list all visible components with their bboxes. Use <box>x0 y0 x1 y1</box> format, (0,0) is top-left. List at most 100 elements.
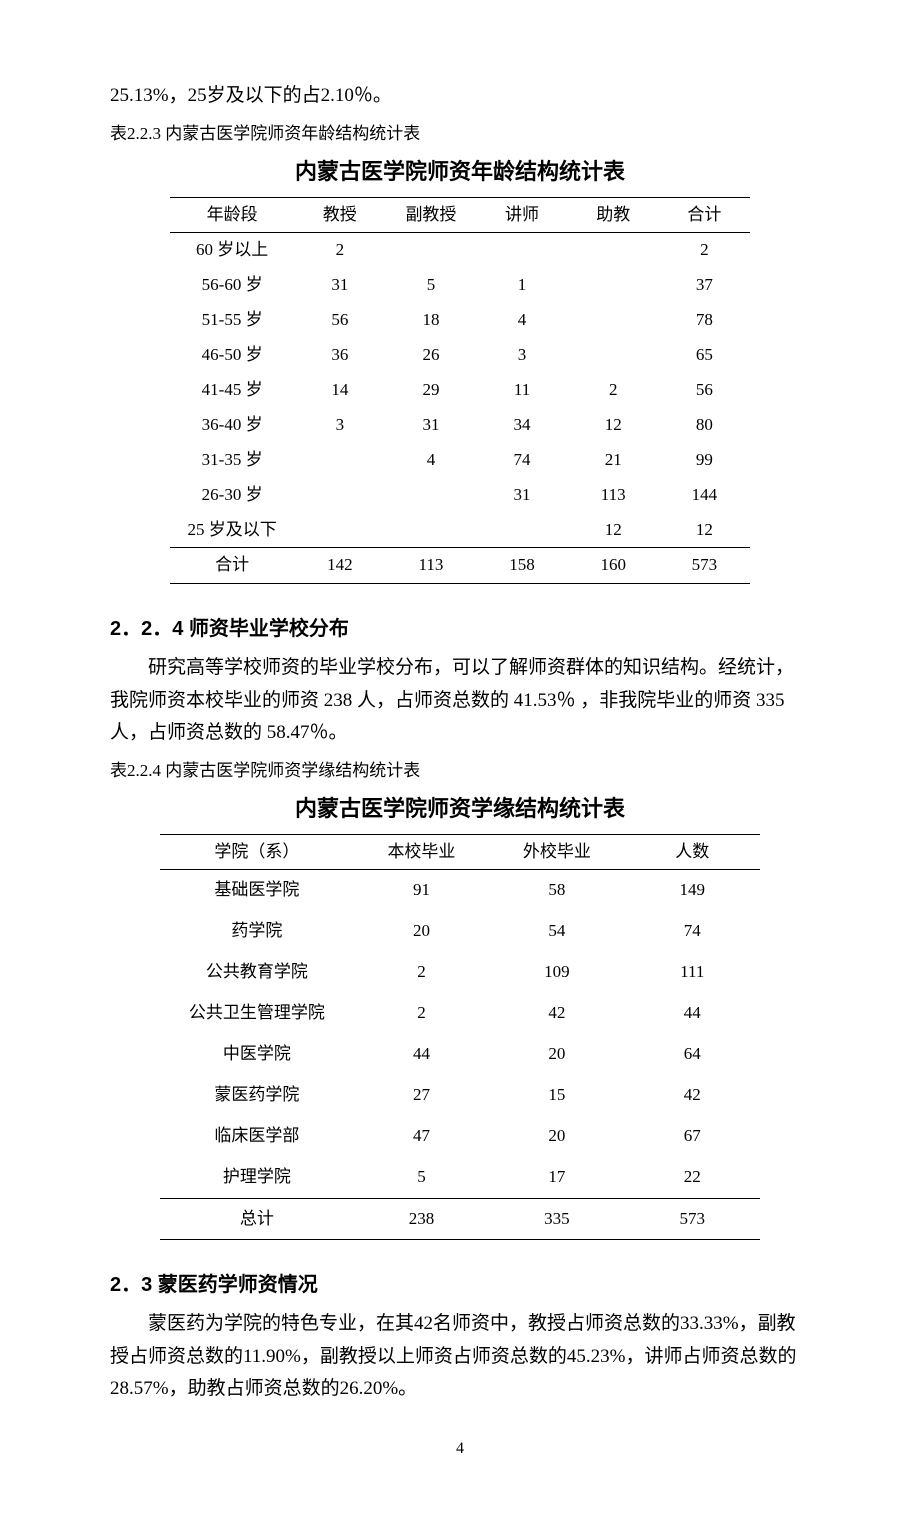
table-row: 41-45 岁142911256 <box>170 373 750 408</box>
table-cell <box>385 233 476 268</box>
table-cell: 67 <box>625 1116 760 1157</box>
table-cell: 160 <box>568 548 659 584</box>
table-cell: 17 <box>489 1157 624 1198</box>
table-cell: 3 <box>476 338 567 373</box>
table-cell: 护理学院 <box>160 1157 354 1198</box>
col-prof: 教授 <box>294 197 385 233</box>
table-header-row: 年龄段 教授 副教授 讲师 助教 合计 <box>170 197 750 233</box>
table-edu: 学院（系） 本校毕业 外校毕业 人数 基础医学院9158149药学院205474… <box>160 834 760 1241</box>
table-cell: 临床医学部 <box>160 1116 354 1157</box>
table-row: 药学院205474 <box>160 911 760 952</box>
table-cell: 18 <box>385 303 476 338</box>
col-other: 外校毕业 <box>489 834 624 870</box>
table-cell: 111 <box>625 952 760 993</box>
table-cell: 27 <box>354 1075 489 1116</box>
table-cell: 65 <box>659 338 750 373</box>
table-cell: 36 <box>294 338 385 373</box>
table-cell: 74 <box>476 443 567 478</box>
table-cell: 4 <box>476 303 567 338</box>
col-lect: 讲师 <box>476 197 567 233</box>
table-cell: 药学院 <box>160 911 354 952</box>
table-cell <box>294 478 385 513</box>
table-row: 31-35 岁4742199 <box>170 443 750 478</box>
section-23-heading: 2．3 蒙医药学师资情况 <box>110 1268 810 1302</box>
table-row: 公共卫生管理学院24244 <box>160 993 760 1034</box>
table-row: 基础医学院9158149 <box>160 870 760 911</box>
table-cell: 149 <box>625 870 760 911</box>
table-edu-title: 内蒙古医学院师资学缘结构统计表 <box>110 790 810 827</box>
table-total-row: 合计142113158160573 <box>170 548 750 584</box>
table-cell: 2 <box>568 373 659 408</box>
table-cell <box>568 268 659 303</box>
table-cell: 113 <box>385 548 476 584</box>
table-cell: 31 <box>385 408 476 443</box>
table-cell: 2 <box>294 233 385 268</box>
table-cell: 36-40 岁 <box>170 408 294 443</box>
table-cell: 蒙医药学院 <box>160 1075 354 1116</box>
table-cell: 47 <box>354 1116 489 1157</box>
table-cell: 31 <box>294 268 385 303</box>
table-cell: 41-45 岁 <box>170 373 294 408</box>
table-cell: 公共教育学院 <box>160 952 354 993</box>
table-cell: 1 <box>476 268 567 303</box>
table-cell: 31 <box>476 478 567 513</box>
table-row: 56-60 岁315137 <box>170 268 750 303</box>
table-cell: 56 <box>659 373 750 408</box>
table-cell: 335 <box>489 1198 624 1240</box>
table-cell: 11 <box>476 373 567 408</box>
table-cell: 20 <box>489 1116 624 1157</box>
table-cell <box>476 233 567 268</box>
col-count: 人数 <box>625 834 760 870</box>
table-cell: 公共卫生管理学院 <box>160 993 354 1034</box>
table-cell: 2 <box>659 233 750 268</box>
table-age-caption: 表2.2.3 内蒙古医学院师资年龄结构统计表 <box>110 120 810 149</box>
table-cell: 158 <box>476 548 567 584</box>
table-cell: 14 <box>294 373 385 408</box>
table-header-row: 学院（系） 本校毕业 外校毕业 人数 <box>160 834 760 870</box>
col-own: 本校毕业 <box>354 834 489 870</box>
table-age-title: 内蒙古医学院师资年龄结构统计表 <box>110 153 810 190</box>
table-cell: 21 <box>568 443 659 478</box>
table-row: 51-55 岁5618478 <box>170 303 750 338</box>
table-row: 25 岁及以下1212 <box>170 513 750 548</box>
table-cell: 42 <box>489 993 624 1034</box>
table-cell: 44 <box>354 1034 489 1075</box>
table-cell: 34 <box>476 408 567 443</box>
table-cell: 80 <box>659 408 750 443</box>
table-cell: 4 <box>385 443 476 478</box>
table-row: 60 岁以上22 <box>170 233 750 268</box>
table-cell: 25 岁及以下 <box>170 513 294 548</box>
table-cell: 78 <box>659 303 750 338</box>
table-cell: 37 <box>659 268 750 303</box>
table-row: 公共教育学院2109111 <box>160 952 760 993</box>
table-cell: 64 <box>625 1034 760 1075</box>
table-row: 26-30 岁31113144 <box>170 478 750 513</box>
col-assist: 助教 <box>568 197 659 233</box>
col-total: 合计 <box>659 197 750 233</box>
table-edu-caption: 表2.2.4 内蒙古医学院师资学缘结构统计表 <box>110 757 810 786</box>
table-cell <box>385 513 476 548</box>
table-cell: 46-50 岁 <box>170 338 294 373</box>
table-cell: 12 <box>659 513 750 548</box>
table-edu-body: 基础医学院9158149药学院205474公共教育学院2109111公共卫生管理… <box>160 870 760 1240</box>
section-224-heading: 2．2．4 师资毕业学校分布 <box>110 612 810 646</box>
table-cell: 12 <box>568 408 659 443</box>
table-cell: 113 <box>568 478 659 513</box>
table-cell: 109 <box>489 952 624 993</box>
table-cell: 44 <box>625 993 760 1034</box>
table-cell: 中医学院 <box>160 1034 354 1075</box>
table-cell: 573 <box>625 1198 760 1240</box>
table-cell: 144 <box>659 478 750 513</box>
table-cell: 51-55 岁 <box>170 303 294 338</box>
table-cell: 22 <box>625 1157 760 1198</box>
table-cell: 5 <box>385 268 476 303</box>
table-cell: 42 <box>625 1075 760 1116</box>
table-cell: 54 <box>489 911 624 952</box>
table-cell: 总计 <box>160 1198 354 1240</box>
table-row: 蒙医药学院271542 <box>160 1075 760 1116</box>
table-cell: 合计 <box>170 548 294 584</box>
table-cell: 15 <box>489 1075 624 1116</box>
table-cell: 2 <box>354 993 489 1034</box>
table-cell: 60 岁以上 <box>170 233 294 268</box>
table-cell: 5 <box>354 1157 489 1198</box>
